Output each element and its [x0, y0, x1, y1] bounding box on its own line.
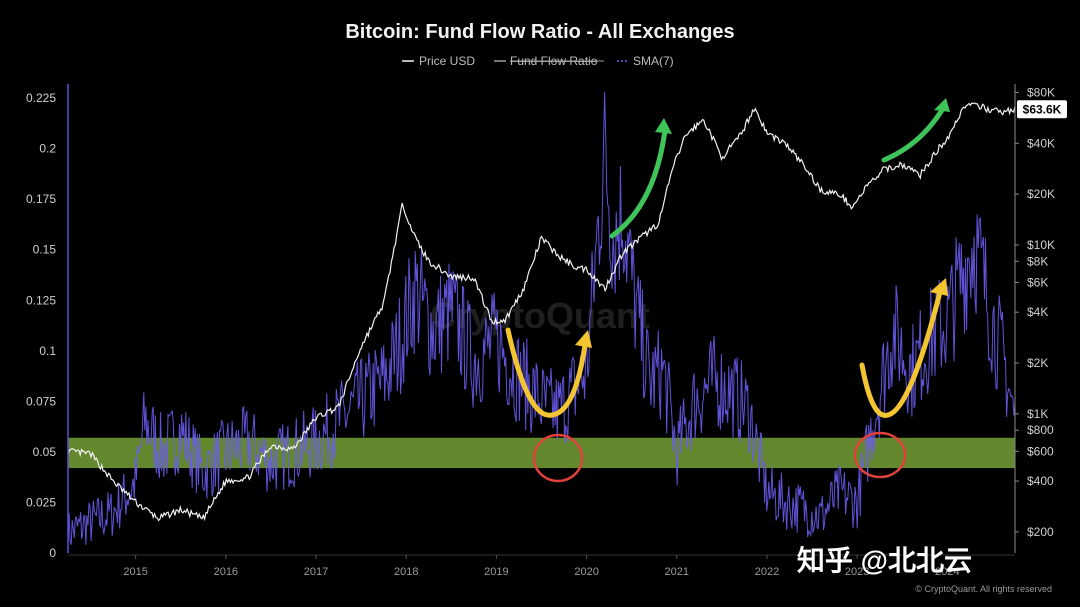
x-tick-label: 2020: [574, 566, 598, 578]
right-tick-label: $600: [1027, 444, 1054, 458]
axes-layer: 0 0.025 0.05 0.075 0.1 0.125 0.15 0.175 0.2 0.225…: [26, 84, 1067, 578]
right-tick-label: $1K: [1027, 407, 1048, 421]
green-arrow-left-stroke: [609, 127, 668, 239]
yellow-arrow-right: [859, 278, 948, 418]
right-tick-label: $6K: [1027, 275, 1048, 289]
watermark-layer: CryptoQuant: [430, 295, 650, 336]
x-tick-label: 2017: [304, 566, 328, 578]
left-tick-label: 0.15: [33, 243, 57, 257]
green-arrow-right: [881, 98, 950, 163]
watermark: CryptoQuant: [430, 295, 650, 336]
current-price-badge: [1017, 100, 1067, 119]
right-tick-label: $40K: [1027, 136, 1055, 150]
red-circle-left: [532, 433, 584, 483]
annotation-layer: [505, 98, 950, 483]
x-tick-label: 2019: [484, 566, 508, 578]
current-price-label: $63.6K: [1023, 102, 1062, 116]
x-tick-label: 2018: [394, 566, 418, 578]
green-arrow-right-head: [934, 98, 950, 112]
x-tick-label: 2024: [935, 566, 959, 578]
left-tick-label: 0.175: [26, 192, 56, 206]
green-arrow-left: [609, 118, 672, 239]
price-layer: [67, 102, 1016, 522]
yellow-arrow-right-stroke: [859, 289, 943, 418]
x-tick-label: 2023: [845, 566, 869, 578]
legend-item-ratio[interactable]: Fund Flow Ratio: [494, 54, 604, 68]
x-tick-label: 2015: [123, 566, 147, 578]
right-tick-label: $2K: [1027, 356, 1048, 370]
right-tick-label: $10K: [1027, 238, 1055, 252]
price-series-line: [67, 102, 1016, 522]
chart-title: Bitcoin: Fund Flow Ratio - All Exchanges: [345, 21, 734, 43]
left-tick-label: 0.05: [33, 445, 57, 459]
right-tick-label: $20K: [1027, 187, 1055, 201]
left-tick-label: 0.025: [26, 495, 56, 509]
sma-series-line: [67, 91, 1016, 545]
legend-item-price[interactable]: Price USD: [402, 54, 475, 68]
yellow-arrow-left: [505, 327, 592, 418]
right-tick-label: $200: [1027, 525, 1054, 539]
copyright-credit: © CryptoQuant. All rights reserved: [915, 584, 1052, 594]
x-tick-label: 2016: [214, 566, 238, 578]
legend-label-price: Price USD: [419, 54, 475, 68]
left-tick-label: 0.075: [26, 394, 56, 408]
legend-item-sma[interactable]: SMA(7): [617, 54, 674, 68]
legend-label-sma: SMA(7): [633, 54, 674, 68]
x-tick-label: 2021: [665, 566, 689, 578]
yellow-arrow-right-head: [930, 278, 948, 296]
left-tick-label: 0.2: [39, 142, 56, 156]
sma-layer: [67, 91, 1016, 545]
right-tick-label: $8K: [1027, 254, 1048, 268]
right-tick-label: $800: [1027, 423, 1054, 437]
right-tick-label: $80K: [1027, 85, 1055, 99]
overlay-watermark-text: 知乎 @北北云: [797, 544, 972, 576]
red-circle-right: [853, 431, 907, 479]
left-tick-label: 0.1: [39, 344, 56, 358]
left-tick-label: 0.125: [26, 293, 56, 307]
green-arrow-left-head: [655, 118, 672, 134]
left-tick-label: 0.225: [26, 91, 56, 105]
yellow-arrow-left-stroke: [505, 327, 588, 418]
right-tick-label: $4K: [1027, 305, 1048, 319]
x-tick-label: 2022: [755, 566, 779, 578]
green-arrow-right-stroke: [881, 107, 945, 163]
right-tick-label: $400: [1027, 474, 1054, 488]
legend: Price USD Fund Flow Ratio SMA(7): [402, 54, 674, 68]
yellow-arrow-left-head: [575, 330, 592, 348]
left-tick-label: 0: [49, 546, 56, 560]
